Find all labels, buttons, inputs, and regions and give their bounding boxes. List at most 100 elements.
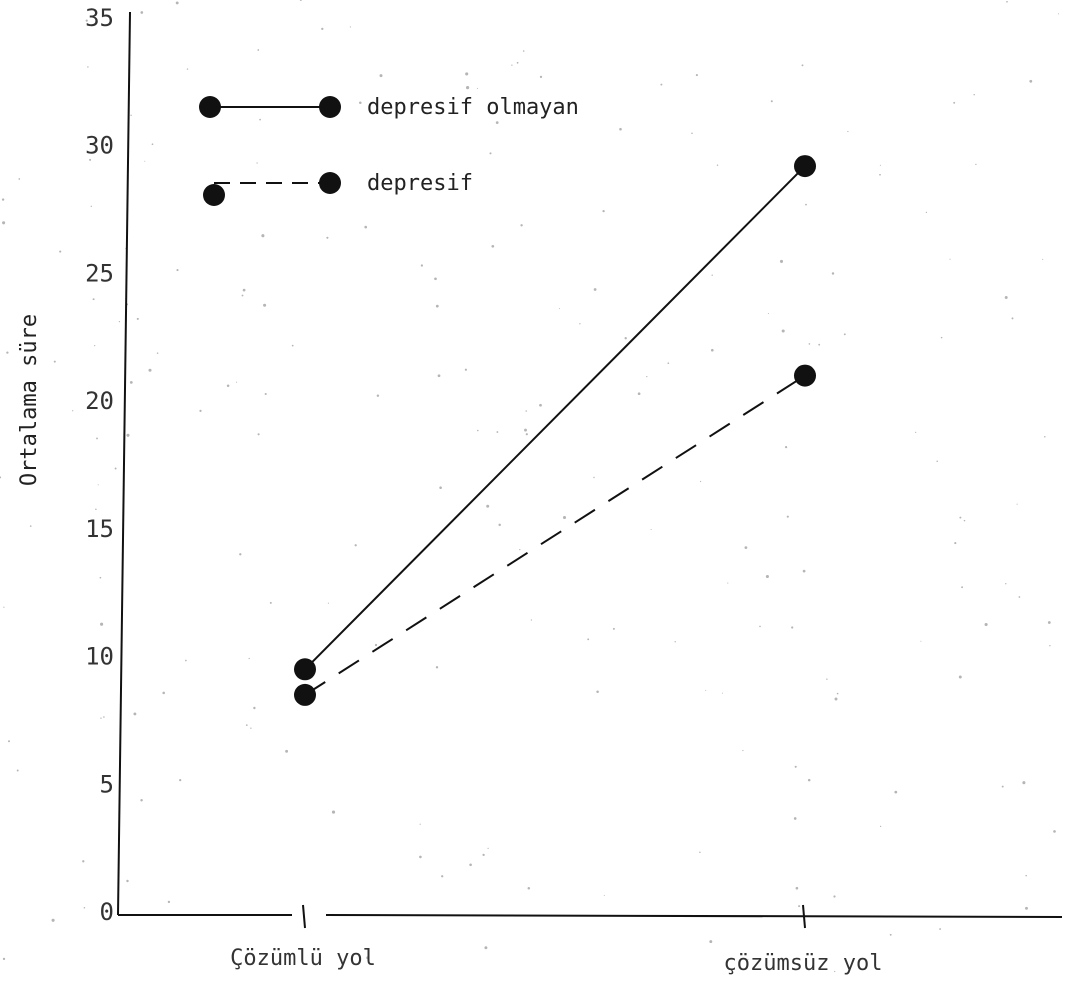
paper-speck (1016, 503, 1018, 505)
paper-speck (539, 403, 542, 407)
paper-speck (129, 380, 133, 384)
paper-speck (99, 576, 102, 579)
paper-speck (156, 352, 159, 354)
paper-speck (29, 525, 32, 527)
paper-speck (257, 433, 260, 436)
paper-speck (114, 467, 117, 470)
paper-speck (699, 851, 701, 853)
paper-speck (435, 666, 439, 669)
paper-speck (82, 860, 85, 863)
paper-speck (469, 863, 472, 867)
paper-speck (186, 68, 189, 70)
paper-speck (103, 716, 105, 718)
paper-speck (1004, 296, 1008, 299)
paper-speck (818, 343, 821, 346)
paper-speck (831, 272, 835, 275)
paper-speck (179, 778, 182, 782)
paper-speck (83, 906, 86, 909)
paper-speck (767, 312, 769, 315)
paper-speck (1042, 258, 1044, 260)
paper-speck (915, 431, 917, 433)
paper-speck (3, 606, 5, 608)
paper-speck (793, 817, 797, 820)
paper-speck (100, 622, 104, 626)
paper-speck (894, 790, 898, 794)
series-line (304, 165, 806, 671)
paper-speck (464, 368, 467, 371)
paper-speck (257, 49, 260, 51)
paper-speck (798, 905, 801, 908)
paper-speck (953, 101, 956, 104)
paper-speck (936, 460, 938, 463)
paper-speck (975, 163, 977, 166)
paper-speck (1057, 13, 1060, 15)
paper-speck (285, 749, 289, 753)
paper-speck (524, 428, 527, 432)
legend-marker (199, 96, 221, 118)
paper-speck (833, 895, 836, 898)
paper-speck (437, 374, 441, 378)
paper-speck (744, 546, 748, 549)
paper-speck (587, 638, 590, 641)
paper-speck (89, 158, 92, 161)
paper-speck (1044, 435, 1046, 438)
paper-speck (248, 657, 250, 660)
series-layer (294, 155, 816, 706)
paper-speck (727, 582, 729, 584)
paper-speck (130, 114, 132, 117)
paper-speck (1001, 785, 1004, 788)
paper-speck (226, 384, 230, 387)
paper-speck (263, 303, 267, 307)
paper-speck (118, 320, 121, 323)
y-tick-label: 0 (100, 898, 114, 926)
legend-marker (203, 184, 225, 206)
legend: depresif olmayan depresif (199, 95, 579, 206)
paper-speck (291, 344, 294, 347)
paper-speck (264, 392, 267, 396)
paper-speck (710, 348, 714, 352)
paper-speck (1, 198, 5, 201)
paper-speck (539, 75, 543, 79)
y-tick-label: 15 (85, 515, 114, 543)
paper-speck (241, 294, 244, 297)
paper-speck (834, 970, 836, 973)
paper-speck (674, 641, 676, 643)
paper-speck (705, 689, 707, 691)
paper-speck (954, 542, 957, 545)
paper-speck (359, 101, 362, 104)
paper-speck (236, 381, 238, 383)
paper-speck (511, 64, 513, 66)
paper-speck (92, 298, 95, 301)
paper-speck (327, 602, 329, 604)
x-category-label: Çözümlü yol (230, 946, 376, 971)
paper-speck (721, 692, 724, 694)
paper-speck (624, 337, 627, 340)
paper-speck (466, 86, 470, 90)
paper-speck (379, 74, 383, 78)
paper-speck (961, 586, 964, 589)
paper-speck (477, 429, 479, 432)
paper-speck (176, 269, 179, 272)
x-tick-mark (802, 904, 806, 929)
paper-speck (843, 333, 846, 336)
y-tick-label: 30 (85, 132, 114, 160)
paper-speck (603, 894, 605, 896)
paper-speck (256, 162, 258, 164)
paper-speck (805, 203, 807, 206)
paper-speck (520, 224, 523, 227)
paper-speck (366, 956, 369, 960)
paper-speck (87, 66, 89, 68)
paper-speck (525, 433, 528, 436)
paper-speck (959, 516, 962, 519)
paper-speck (419, 855, 422, 859)
paper-speck (691, 132, 693, 135)
paper-speck (807, 778, 811, 782)
paper-speck (593, 476, 595, 479)
paper-speck (85, 19, 88, 22)
paper-speck (695, 74, 698, 77)
paper-speck (602, 209, 605, 213)
x-tick-mark (302, 904, 306, 929)
data-point (794, 364, 816, 387)
paper-speck (140, 11, 144, 14)
paper-speck (94, 345, 96, 347)
